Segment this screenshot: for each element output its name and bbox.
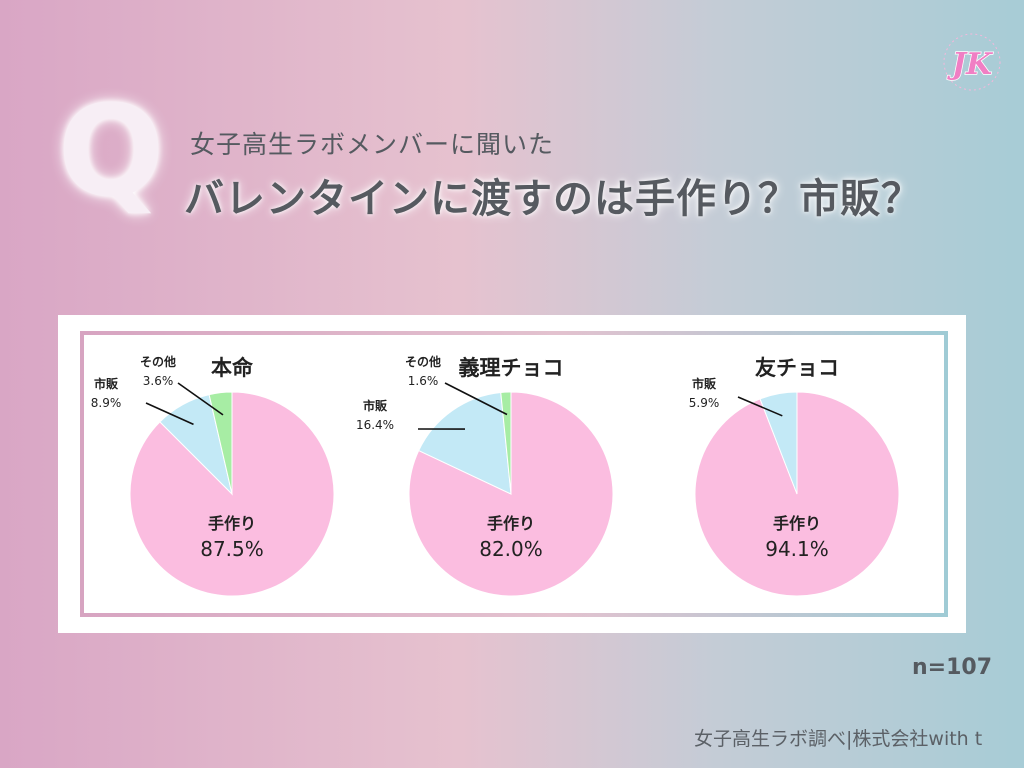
pie-3-slice-2	[759, 391, 798, 495]
subtitle: 女子高生ラボメンバーに聞いた	[190, 130, 555, 159]
pie-1-callout-label-1: 市販	[94, 376, 119, 391]
pie-1-callout-value-2: 3.6%	[143, 374, 174, 388]
credit: 女子高生ラボ調べ|株式会社with t	[694, 728, 983, 750]
pie-2-callout-line-2	[444, 382, 508, 416]
page-title: バレンタインに渡すのは手作り？市販？	[184, 176, 922, 222]
q-letter: Q	[57, 78, 165, 225]
sample-size: n=107	[912, 655, 993, 680]
pie-1-callout-label-2: その他	[140, 354, 176, 369]
pie-2-callout-label-2: その他	[405, 354, 441, 369]
pie-1-callout-line-1	[145, 402, 194, 426]
pie-3-callout-label-1: 市販	[692, 376, 717, 391]
pie-3-title: 友チョコ	[755, 356, 839, 380]
pie-2-slice-2	[418, 391, 512, 495]
pie-3-callout-value-1: 5.9%	[689, 396, 720, 410]
pie-1-main-value: 87.5%	[200, 537, 264, 561]
pie-2-callout-label-1: 市販	[363, 398, 388, 413]
pie-1-title: 本命	[211, 356, 254, 380]
pie-3-main-value: 94.1%	[765, 537, 829, 561]
pie-2-callout-value-2: 1.6%	[408, 374, 439, 388]
pie-2-title: 義理チョコ	[459, 356, 564, 380]
pie-2-callout-value-1: 16.4%	[356, 418, 394, 432]
pie-2-slice-3	[500, 391, 512, 495]
pie-2-main-value: 82.0%	[479, 537, 543, 561]
pie-3-main-label: 手作り	[773, 514, 821, 533]
logo-text: JK	[947, 47, 994, 82]
jk-logo-icon: JK	[943, 33, 1001, 91]
pie-1-slice-3	[208, 391, 233, 495]
pie-1-callout-value-1: 8.9%	[91, 396, 122, 410]
pie-2-main-label: 手作り	[487, 514, 535, 533]
pie-3-callout-line-1	[737, 396, 783, 417]
pie-1-main-label: 手作り	[208, 514, 256, 533]
pie-1-callout-line-2	[177, 382, 224, 416]
chart-panel: 本命手作り 87.5% 市販 8.9% その他 3.6% 義理チョコ手作り 82.0% 市販 16…	[58, 315, 966, 633]
